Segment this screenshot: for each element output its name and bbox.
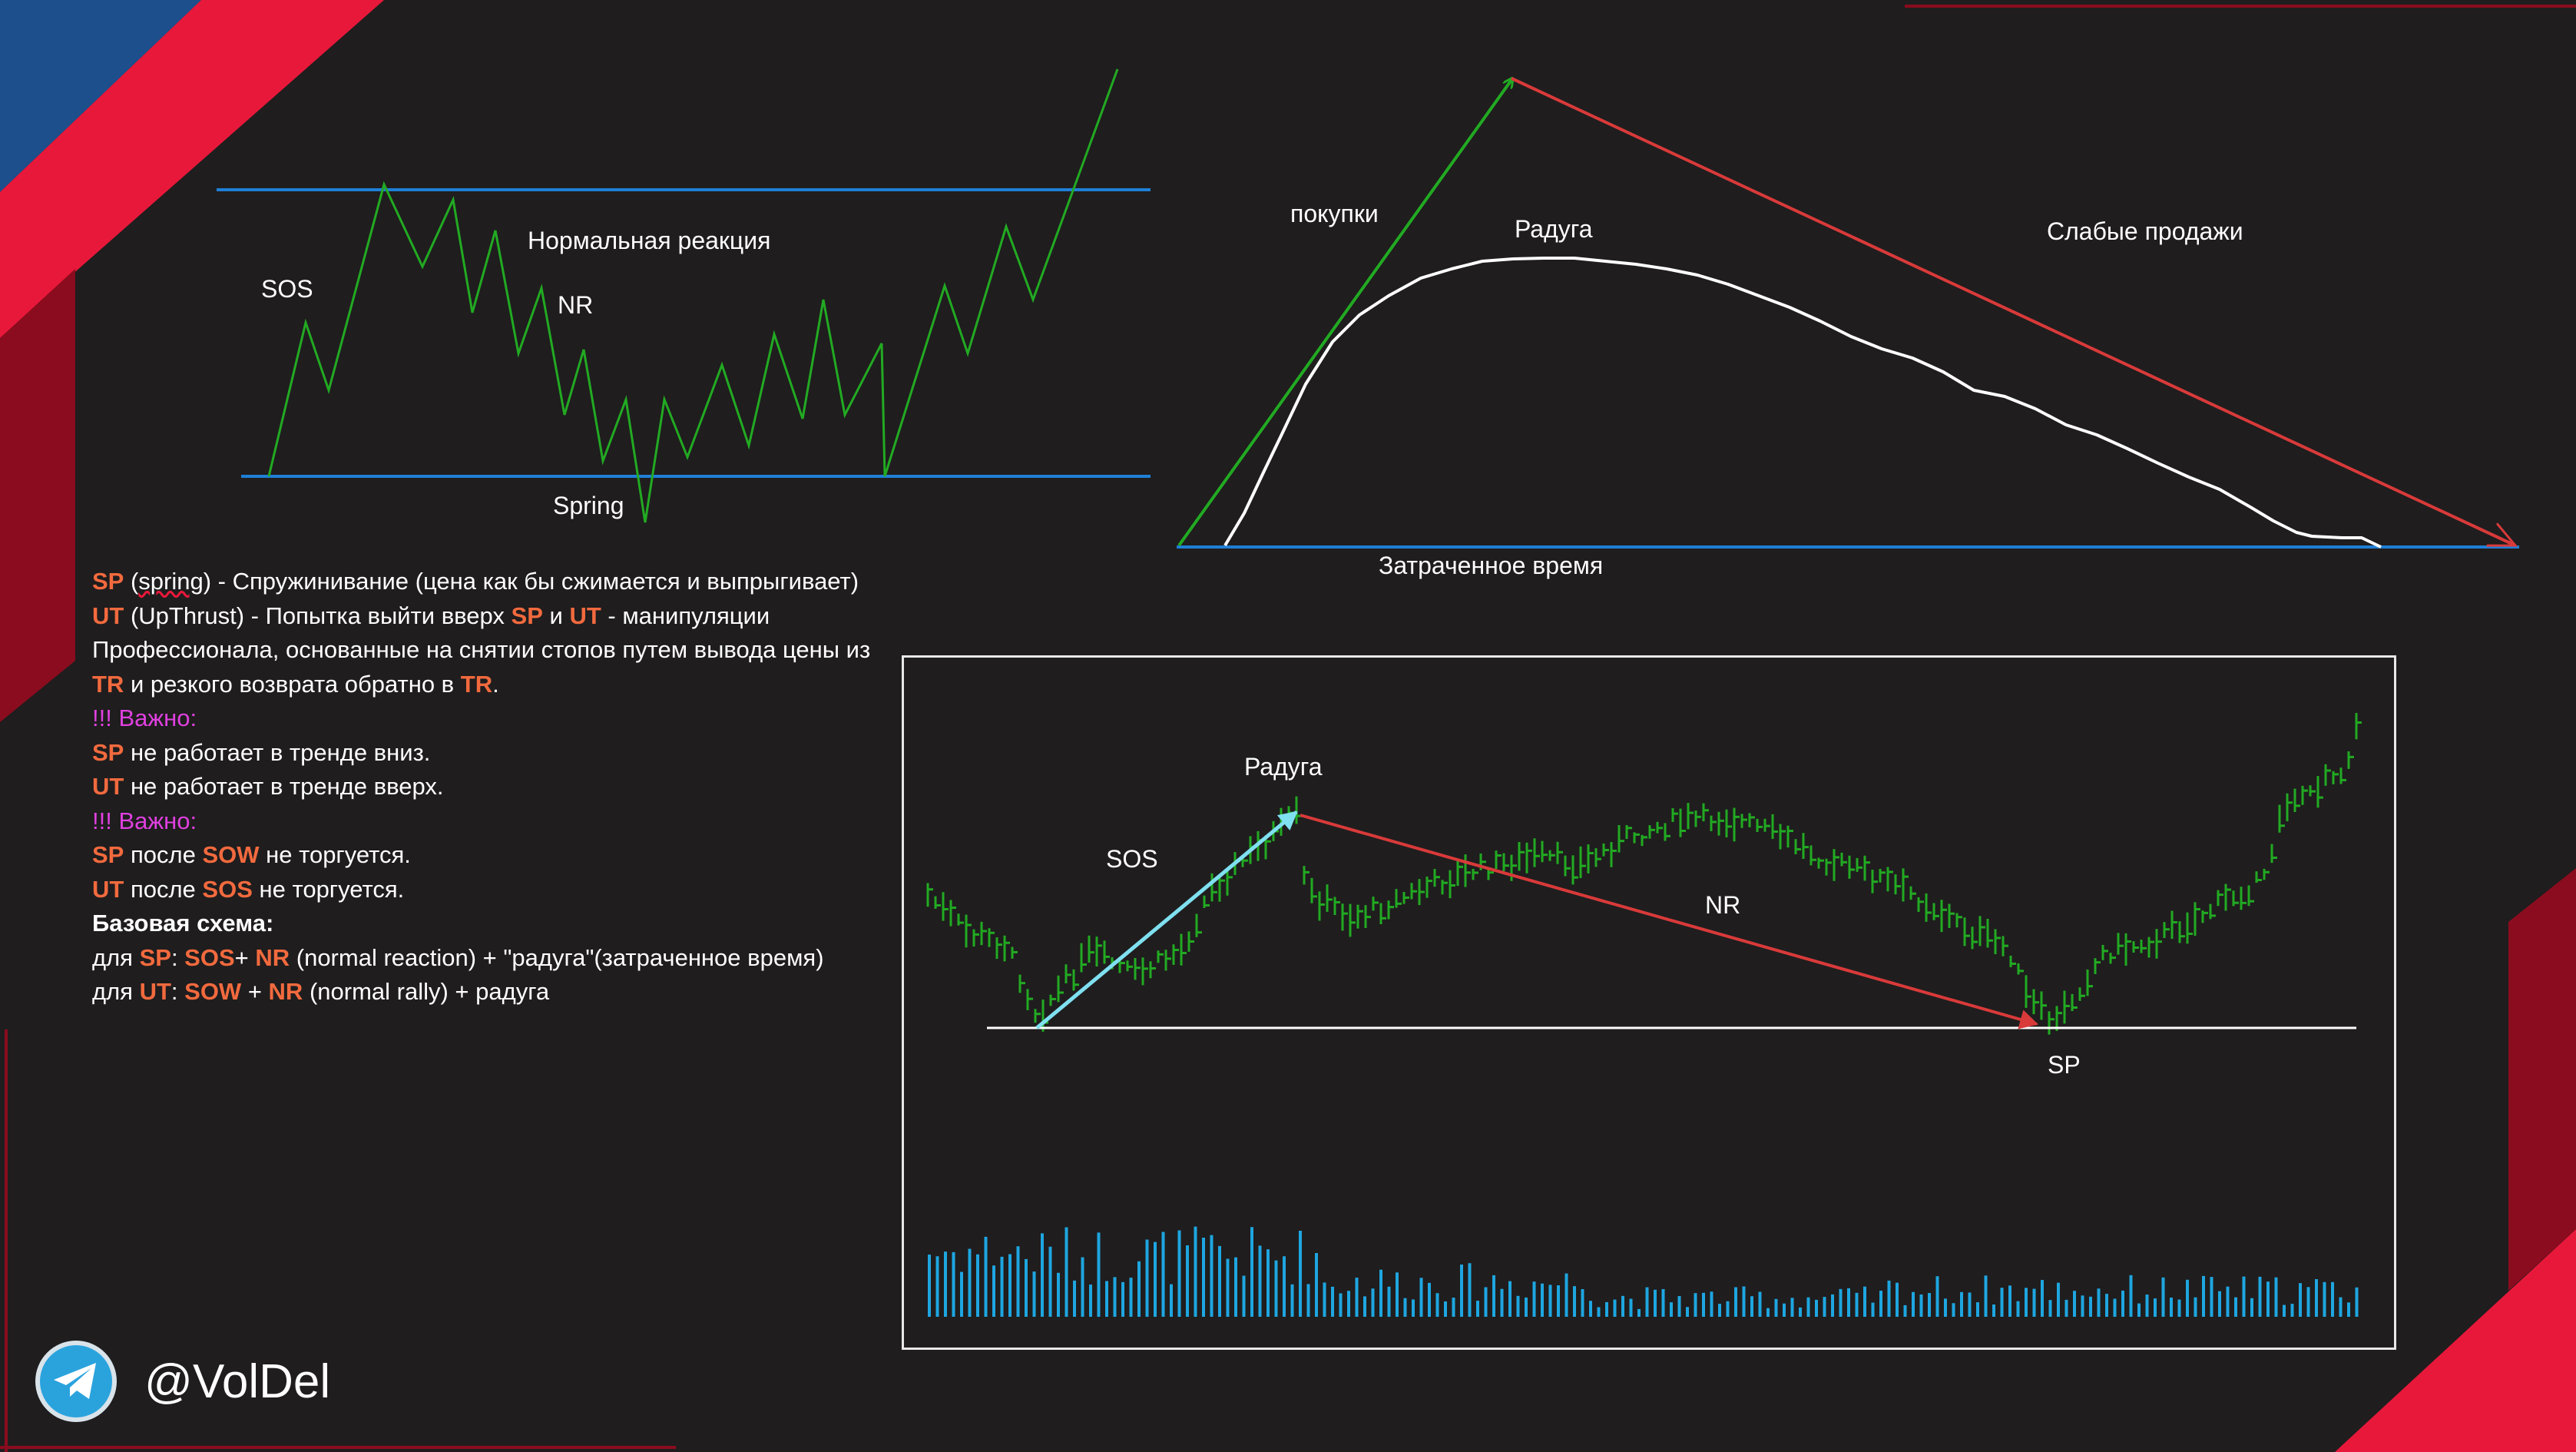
sos-up-arrow bbox=[1035, 811, 1298, 1029]
note-sp: SP (spring) - Спружинивание (цена как бы… bbox=[92, 568, 859, 595]
weak-sales-arrow bbox=[1511, 77, 2515, 547]
note-ut: UT (UpThrust) - Попытка выйти вверх SP и… bbox=[92, 602, 871, 698]
chart-sos-label: SOS bbox=[1106, 845, 1158, 873]
handle-label: @VolDel bbox=[144, 1354, 331, 1408]
normal-reaction-label: Нормальная реакция bbox=[528, 227, 771, 254]
spring-label: Spring bbox=[553, 492, 624, 519]
buy-arrow bbox=[1177, 80, 1511, 547]
note-sp-after-sow: SP после SOW не торгуется. bbox=[92, 841, 411, 868]
price-bars bbox=[926, 712, 2362, 1035]
sos-label: SOS bbox=[261, 275, 313, 303]
telegram-icon[interactable] bbox=[35, 1341, 117, 1422]
nr-label: NR bbox=[558, 291, 594, 319]
scheme-sp: для SP: SOS+ NR (normal reaction) + "рад… bbox=[92, 943, 824, 971]
rainbow-curve bbox=[1223, 257, 2382, 549]
chart-rainbow-label: Радуга bbox=[1244, 753, 1323, 781]
buys-label: покупки bbox=[1290, 200, 1379, 227]
important-heading-2: !!! Важно: bbox=[92, 807, 197, 834]
nr-down-arrow bbox=[1300, 814, 2038, 1029]
chart-nr-label: NR bbox=[1705, 891, 1741, 919]
example-chart-frame bbox=[902, 655, 2396, 1350]
notes-block: SP (spring) - Спружинивание (цена как бы… bbox=[92, 565, 891, 1009]
chart-sp-label: SP bbox=[2048, 1051, 2081, 1079]
price-zigzag bbox=[267, 68, 1119, 523]
note-sp-downtrend: SP не работает в тренде вниз. bbox=[92, 738, 431, 766]
volume-bars bbox=[928, 1226, 2359, 1317]
base-scheme-heading: Базовая схема: bbox=[92, 910, 274, 937]
weak-sales-label: Слабые продажи bbox=[2047, 217, 2243, 245]
important-heading-1: !!! Важно: bbox=[92, 704, 197, 731]
rainbow-label: Радуга bbox=[1515, 215, 1593, 243]
time-spent-label: Затраченное время bbox=[1379, 552, 1604, 579]
note-ut-after-sos: UT после SOS не торгуется. bbox=[92, 875, 405, 903]
note-ut-uptrend: UT не работает в тренде вверх. bbox=[92, 773, 444, 800]
scheme-ut: для UT: SOW + NR (normal rally) + радуга bbox=[92, 978, 550, 1005]
brand: @VolDel bbox=[35, 1341, 330, 1422]
